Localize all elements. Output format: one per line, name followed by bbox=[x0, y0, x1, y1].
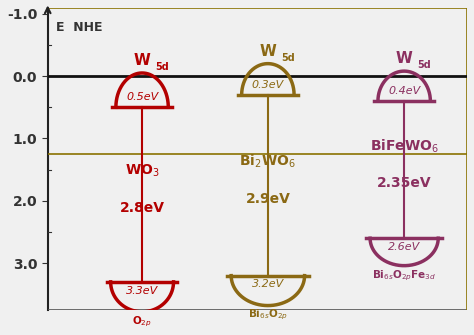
Text: E  NHE: E NHE bbox=[55, 21, 102, 34]
Text: W: W bbox=[396, 51, 412, 66]
Text: 3.2eV: 3.2eV bbox=[252, 279, 284, 289]
Text: W: W bbox=[134, 53, 151, 68]
Text: Bi$_{6s}$O$_{2p}$: Bi$_{6s}$O$_{2p}$ bbox=[248, 308, 288, 323]
Text: 0.5eV: 0.5eV bbox=[126, 92, 158, 102]
Text: 2.8eV: 2.8eV bbox=[119, 201, 164, 215]
Text: 2.9eV: 2.9eV bbox=[246, 192, 290, 206]
Text: O$_{2p}$: O$_{2p}$ bbox=[132, 314, 152, 329]
Text: 5d: 5d bbox=[281, 53, 295, 63]
Text: 0.4eV: 0.4eV bbox=[388, 86, 420, 96]
Text: 0.3eV: 0.3eV bbox=[252, 80, 284, 90]
Text: 3.3eV: 3.3eV bbox=[126, 286, 158, 295]
Text: W: W bbox=[259, 44, 276, 59]
Text: 5d: 5d bbox=[155, 62, 169, 72]
Text: 2.6eV: 2.6eV bbox=[388, 242, 420, 252]
Text: 5d: 5d bbox=[417, 61, 431, 70]
Text: Bi$_{6s}$O$_{2p}$Fe$_{3d}$: Bi$_{6s}$O$_{2p}$Fe$_{3d}$ bbox=[372, 268, 436, 282]
Text: BiFeWO$_6$: BiFeWO$_6$ bbox=[370, 137, 438, 155]
Text: 2.35eV: 2.35eV bbox=[377, 176, 431, 190]
Text: Bi$_2$WO$_6$: Bi$_2$WO$_6$ bbox=[239, 153, 296, 170]
Text: WO$_3$: WO$_3$ bbox=[125, 163, 159, 179]
